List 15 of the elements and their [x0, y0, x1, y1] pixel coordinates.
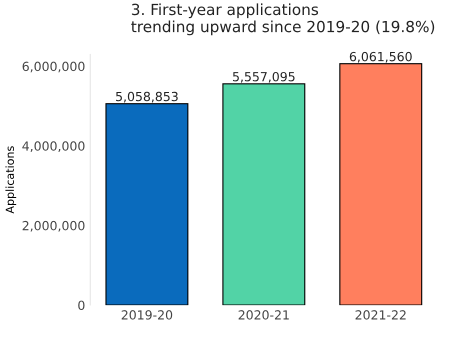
y-tick-label: 4,000,000	[22, 141, 85, 152]
y-tick-label: 0	[78, 300, 85, 310]
x-tick-label: 2020-21	[238, 310, 289, 320]
bar	[339, 63, 422, 306]
y-axis-title: Applications	[5, 146, 16, 214]
y-tick-label: 2,000,000	[22, 220, 85, 232]
data-label: 6,061,560	[350, 52, 412, 63]
data-label: 5,557,095	[232, 72, 295, 83]
y-tick-label: 6,000,000	[22, 62, 85, 72]
x-tick-label: 2019-20	[122, 310, 172, 320]
bar	[222, 83, 306, 306]
chart-title: 3. First-year applications trending upward since 2019-20 (19.8%)	[131, 3, 434, 36]
data-label: 5,058,853	[116, 92, 178, 103]
x-tick-label: 2021-22	[356, 310, 406, 320]
bar	[105, 103, 188, 306]
